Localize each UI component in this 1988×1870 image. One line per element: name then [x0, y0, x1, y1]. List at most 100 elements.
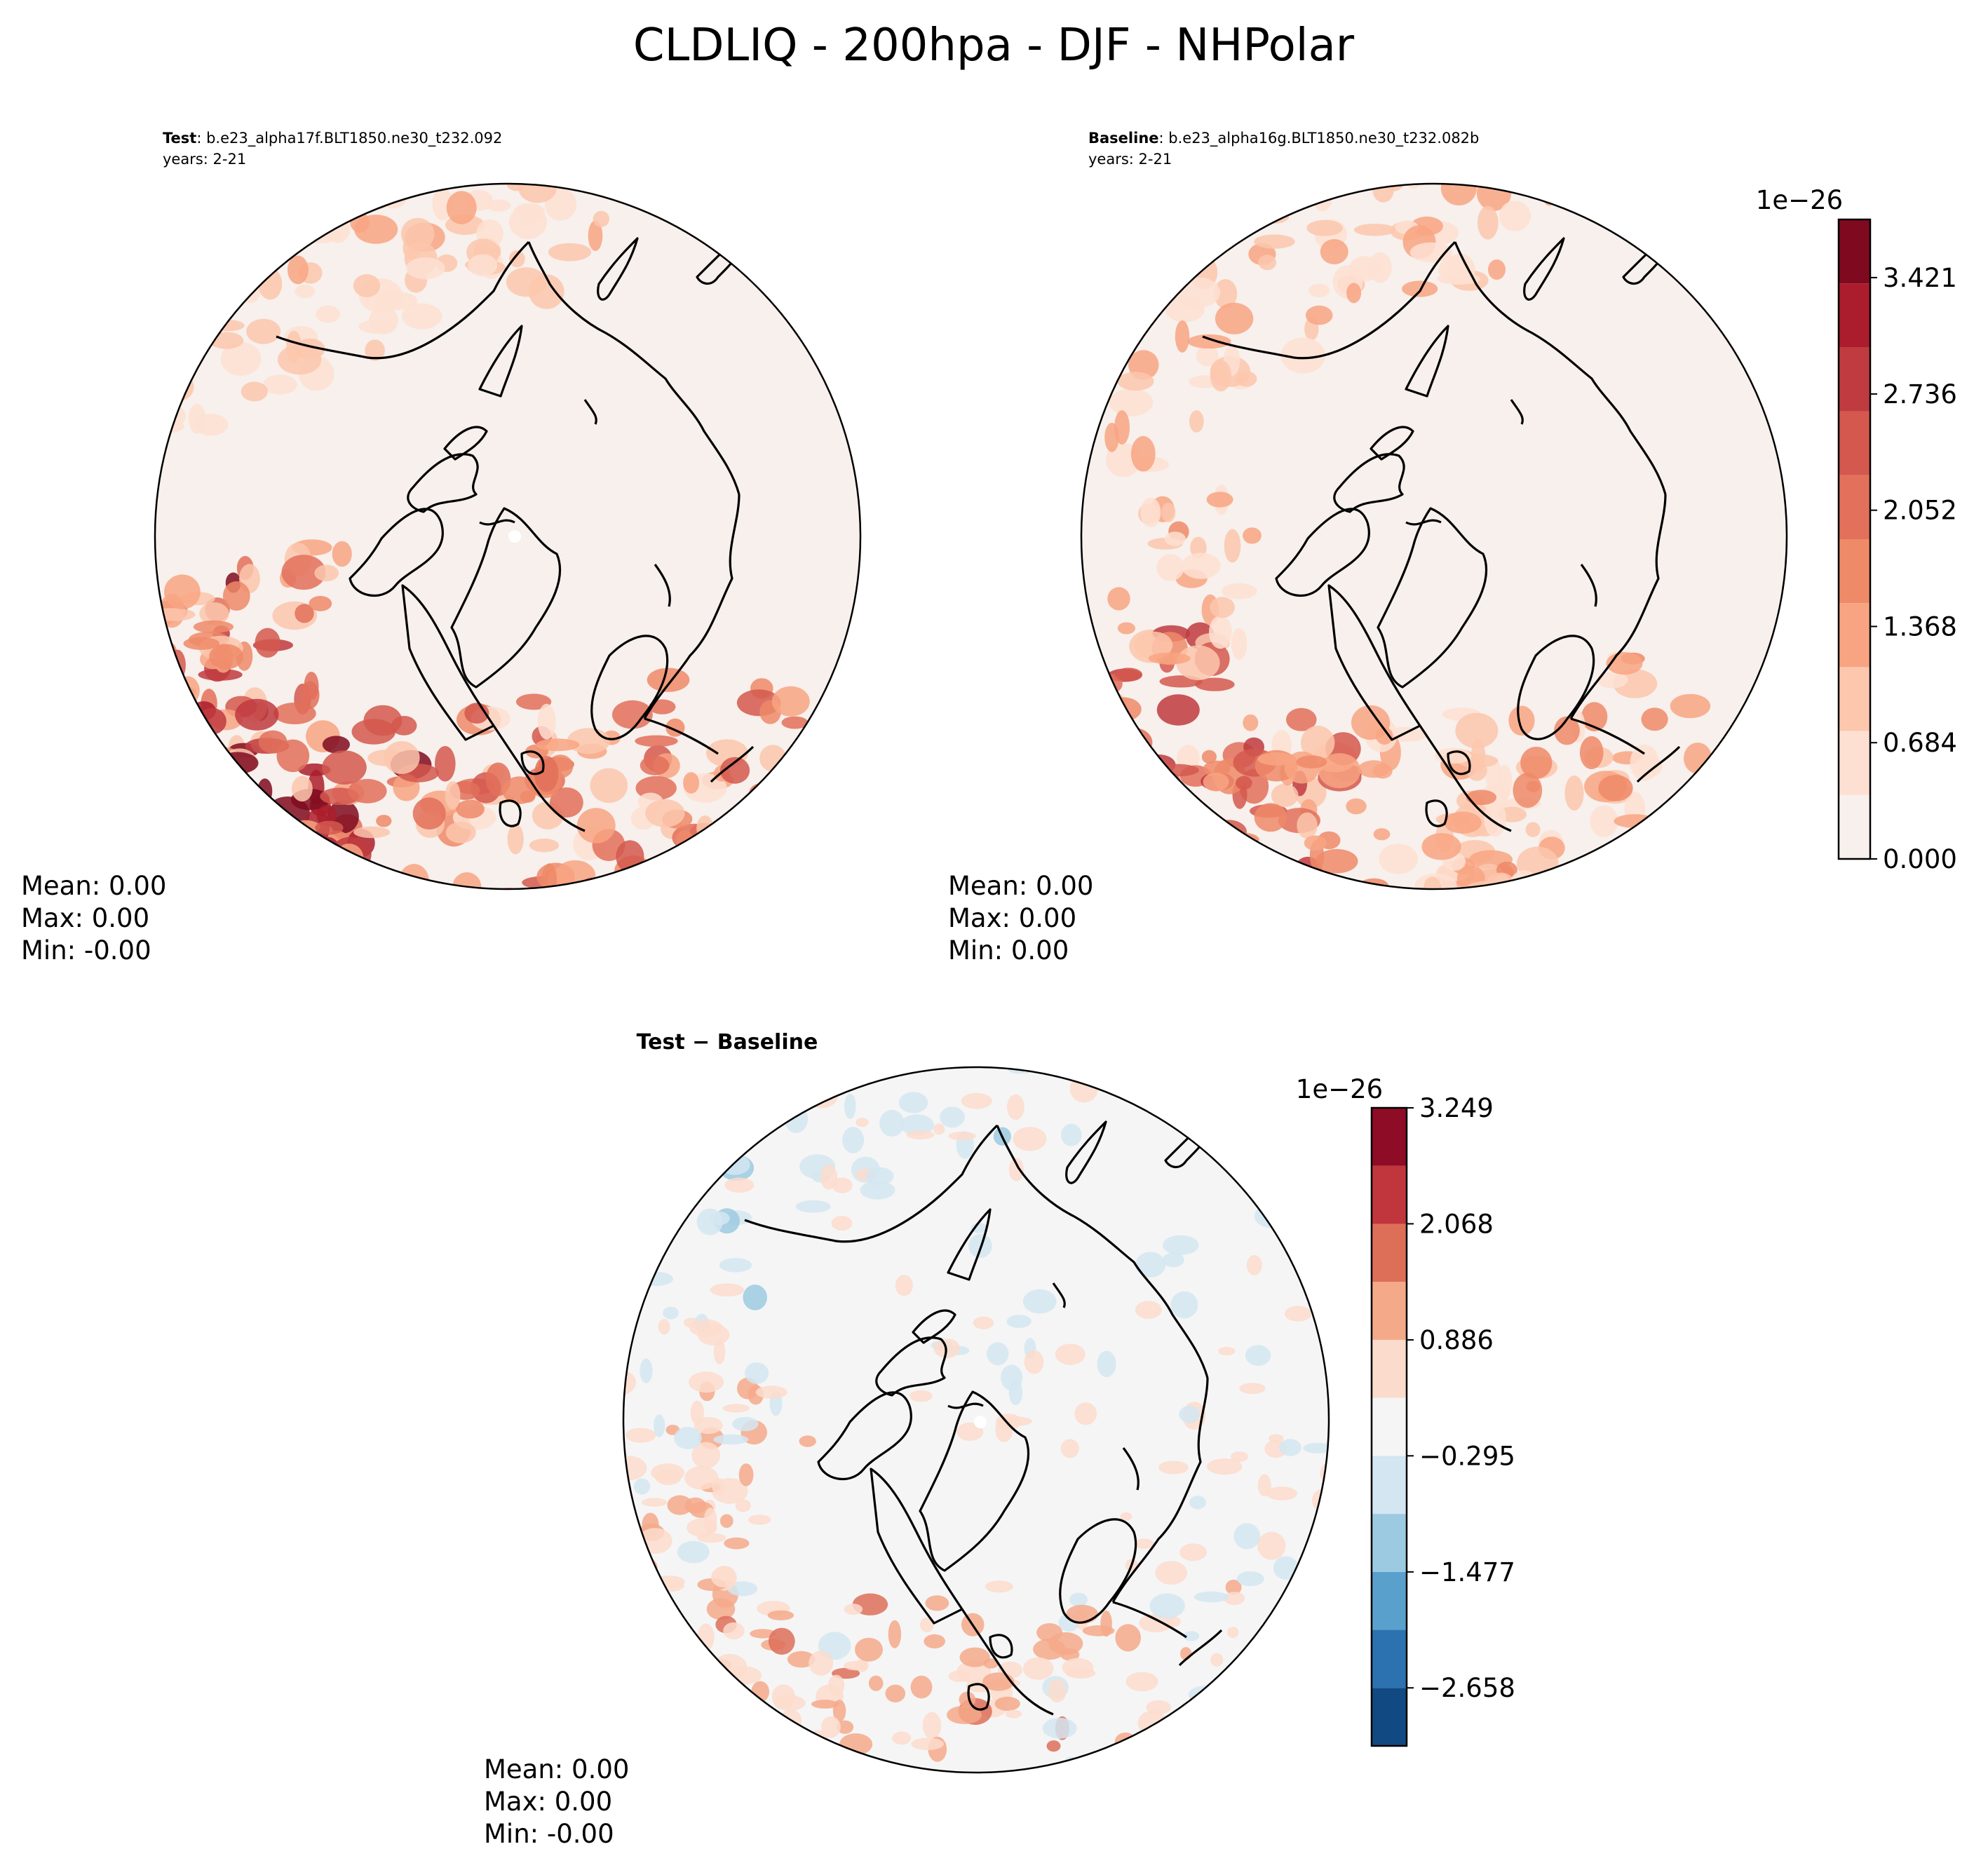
baseline-field-patch — [1497, 764, 1513, 800]
difference-field-patch — [663, 1306, 679, 1320]
baseline-field-patch — [1156, 554, 1184, 581]
baseline-colorbar-segment-1 — [1839, 731, 1870, 795]
baseline-field-patch — [1428, 148, 1466, 170]
difference-field-patch — [1257, 1531, 1286, 1560]
baseline-field-patch — [1097, 691, 1127, 717]
test-field-patch — [548, 243, 592, 262]
difference-field-patch — [844, 1660, 868, 1671]
test-field-patch — [182, 276, 219, 290]
baseline-field-patch — [1206, 492, 1233, 508]
baseline-field-patch — [1131, 833, 1147, 845]
difference-colorbar-segment-7 — [1372, 1282, 1407, 1340]
coastline-1 — [870, 1468, 963, 1625]
difference-field-patch — [1036, 1623, 1063, 1642]
difference-field-patch — [644, 1141, 667, 1167]
coastline-14 — [1447, 750, 1471, 775]
test-field-patch — [749, 782, 781, 804]
coastline-18 — [947, 1402, 984, 1409]
difference-field-patch — [931, 1791, 964, 1810]
difference-field-patch — [679, 1700, 705, 1718]
baseline-field-patch — [1297, 812, 1318, 839]
baseline-field-patch — [1210, 360, 1232, 392]
difference-field-patch — [844, 1604, 863, 1615]
difference-field-patch — [651, 1463, 685, 1482]
difference-field-patch — [646, 1211, 661, 1228]
test-field-patch — [252, 865, 276, 883]
difference-field-patch — [626, 1170, 661, 1184]
baseline-colorbar-tick-label-1: 0.684 — [1883, 728, 1957, 758]
test-field-patch — [315, 820, 344, 835]
difference-field-patch — [746, 1733, 771, 1744]
difference-field-patch — [1140, 1747, 1161, 1764]
difference-field-patch — [1149, 1593, 1185, 1619]
difference-field-patch — [1008, 1379, 1023, 1406]
baseline-field-patch — [1254, 803, 1287, 832]
coastline-11 — [590, 635, 669, 740]
figure-title: CLDLIQ - 200hpa - DJF - NHPolar — [633, 20, 1355, 72]
difference-field-patch — [637, 1528, 672, 1554]
test-field-patch — [495, 887, 522, 889]
test-field-patch — [187, 307, 224, 332]
baseline-field-patch — [1161, 503, 1176, 522]
coastline-10 — [1111, 1377, 1209, 1603]
difference-colorbar-tick-label-1: 2.068 — [1419, 1209, 1494, 1239]
test-field-patch — [445, 781, 461, 810]
baseline-field-patch — [1117, 622, 1135, 635]
test-field-patch — [771, 686, 810, 717]
test-field-patch — [121, 726, 142, 754]
difference-field-patch — [623, 1526, 627, 1552]
difference-field-patch — [623, 1657, 635, 1672]
baseline-field-patch — [1081, 417, 1094, 454]
difference-colorbar-segment-3 — [1372, 1514, 1407, 1572]
difference-field-patch — [1254, 1204, 1290, 1228]
difference-field-patch — [712, 1478, 726, 1496]
difference-field-patch — [1179, 1543, 1207, 1561]
coastline-0 — [349, 508, 444, 597]
test-field-patch — [220, 341, 262, 376]
coastline-6 — [276, 240, 530, 360]
difference-field-patch — [738, 1463, 754, 1486]
difference-field-patch — [755, 1385, 787, 1399]
baseline-max: Max: 0.00 — [948, 903, 1076, 933]
test-field-patch — [435, 746, 456, 782]
difference-field-patch — [1060, 1439, 1079, 1458]
baseline-mean: Mean: 0.00 — [948, 871, 1093, 901]
test-field-patch — [155, 608, 196, 621]
test-field-patch — [265, 797, 310, 832]
test-field-patch — [529, 839, 560, 853]
test-field-patch — [281, 555, 326, 590]
baseline-field-patch — [1202, 829, 1232, 851]
difference-field-patch — [698, 1079, 732, 1104]
test-field-patch — [338, 897, 372, 919]
difference-field-patch — [709, 1669, 723, 1683]
difference-max: Max: 0.00 — [484, 1787, 612, 1817]
difference-field-patch — [1069, 1592, 1088, 1607]
baseline-field-patch — [1201, 750, 1217, 764]
difference-colorbar-exponent: 1e−26 — [1296, 1074, 1383, 1104]
test-field-patch — [719, 757, 750, 784]
difference-field-patch — [961, 1092, 992, 1109]
baseline-field-patch — [1081, 264, 1086, 297]
coastline-4 — [912, 1309, 956, 1344]
baseline-colorbar-segment-7 — [1839, 347, 1870, 412]
coastline-14 — [989, 1634, 1013, 1659]
difference-field-patch — [677, 1540, 710, 1564]
difference-field-patch — [1227, 1626, 1239, 1639]
test-field-patch — [235, 698, 279, 731]
difference-field-patch — [1069, 1075, 1098, 1103]
test-field-patch — [325, 217, 350, 243]
difference-field-patch — [1013, 1127, 1047, 1151]
difference-field-patch — [1225, 1579, 1242, 1595]
test-field-patch — [368, 306, 399, 334]
difference-field-patch — [831, 1216, 853, 1231]
test-field-patch — [365, 339, 385, 361]
test-field-patch — [377, 184, 409, 209]
baseline-field-patch — [1114, 410, 1130, 445]
baseline-field-patch — [1316, 848, 1358, 874]
difference-colorbar-segment-6 — [1372, 1339, 1407, 1398]
difference-field-patch — [667, 1495, 693, 1515]
difference-field-patch — [1135, 1252, 1166, 1278]
test-field-patch — [246, 318, 281, 344]
difference-colorbar-segment-0 — [1372, 1688, 1407, 1746]
difference-field-patch — [690, 1400, 704, 1425]
